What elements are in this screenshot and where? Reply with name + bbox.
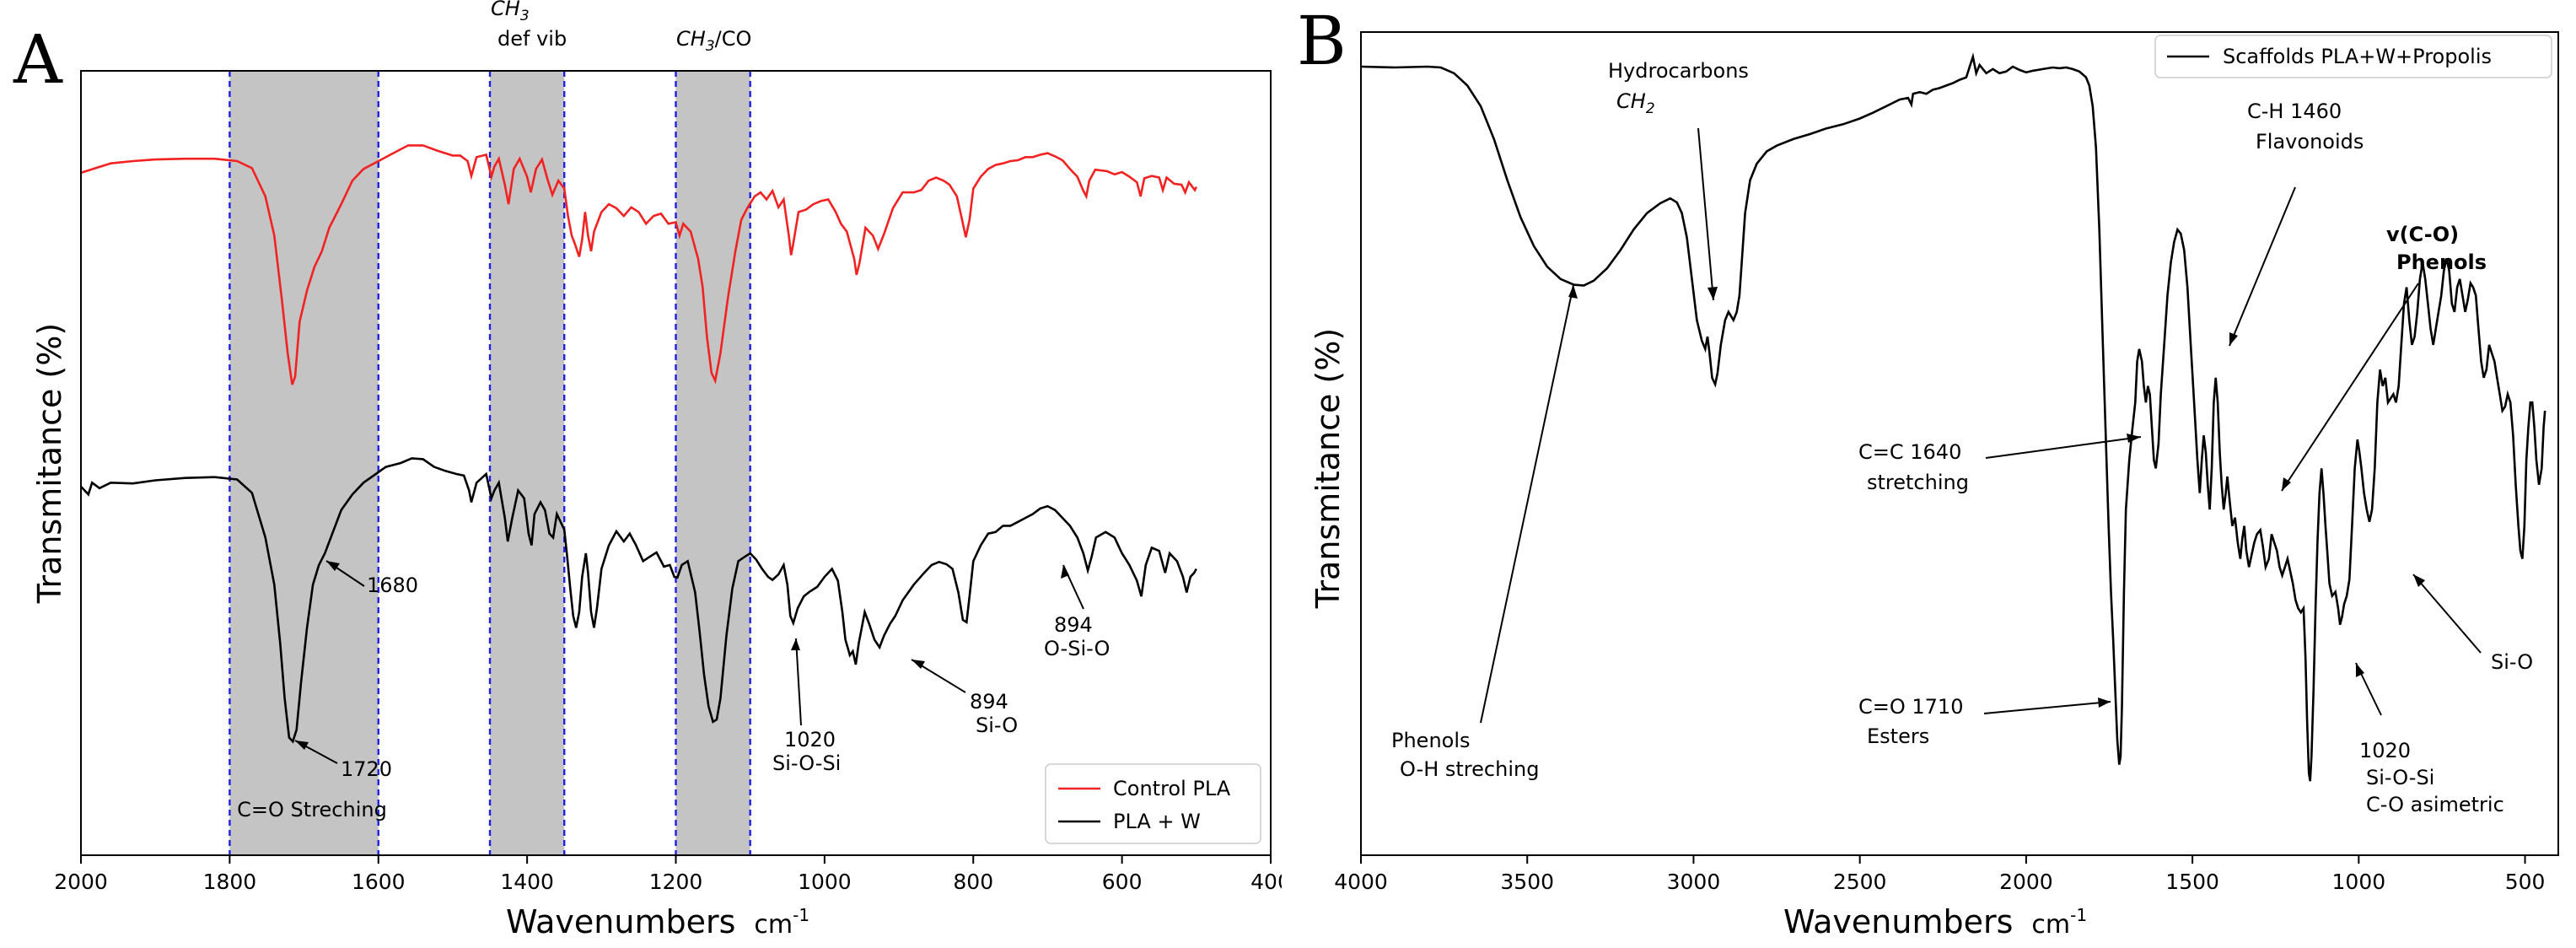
y-axis-title-a: Transmitance (%) bbox=[31, 323, 68, 604]
legend-label-control-pla: Control PLA bbox=[1113, 777, 1231, 800]
x-tick-label: 3000 bbox=[1667, 870, 1721, 894]
scaffolds-pla-w-propolis-line bbox=[1361, 52, 2546, 782]
annotation-894-si-o: 894 bbox=[970, 690, 1008, 714]
legend-label-pla-w: PLA + W bbox=[1113, 810, 1201, 833]
x-tick-label: 2000 bbox=[54, 870, 108, 894]
x-axis-title-a: Wavenumbers cm-1 bbox=[506, 903, 809, 940]
annotation-cc-1640: C=C 1640 bbox=[1858, 440, 1961, 464]
band-label-co-streching: C=O Streching bbox=[237, 798, 387, 821]
x-tick-label: 400 bbox=[1250, 870, 1282, 894]
x-axis-title-b: Wavenumbers cm-1 bbox=[1783, 903, 2087, 940]
x-tick-label: 1400 bbox=[500, 870, 554, 894]
band-label-ch3-co: CH3/CO bbox=[676, 27, 751, 55]
band-label-def-vib: def vib bbox=[497, 27, 567, 51]
x-tick-label: 2000 bbox=[1999, 870, 2053, 894]
x-axis-ticks-b: 4000 3500 3000 2500 2000 1500 1000 500 bbox=[1334, 855, 2545, 894]
x-axis-ticks-a: 2000 1800 1600 1400 1200 1000 800 600 400 bbox=[54, 855, 1282, 894]
annotation-o-si-o: O-Si-O bbox=[1044, 637, 1110, 660]
annotation-894-o-si-o: 894 bbox=[1054, 613, 1093, 637]
x-tick-label: 1000 bbox=[798, 870, 852, 894]
annotation-hydrocarbons: Hydrocarbons bbox=[1608, 59, 1749, 83]
annotation-oh-streching: O-H streching bbox=[1400, 757, 1539, 781]
legend-b: Scaffolds PLA+W+Propolis bbox=[2154, 35, 2552, 78]
annotation-si-o-si-b: Si-O-Si bbox=[2366, 766, 2434, 789]
x-tick-label: 3500 bbox=[1500, 870, 1554, 894]
annotation-stretching: stretching bbox=[1867, 471, 1969, 494]
annotations-b bbox=[1480, 127, 2482, 724]
x-tick-label: 1800 bbox=[203, 870, 257, 894]
x-tick-label: 4000 bbox=[1334, 870, 1388, 894]
annotation-phenols-b: Phenols bbox=[2396, 250, 2487, 274]
annotation-phenols: Phenols bbox=[1391, 729, 1471, 752]
x-tick-label: 500 bbox=[2505, 870, 2546, 894]
x-tick-label: 1600 bbox=[352, 870, 406, 894]
annotation-arrowheads-a bbox=[295, 561, 1069, 750]
annotation-1020: 1020 bbox=[784, 728, 836, 751]
annotation-si-o: Si-O bbox=[976, 714, 1018, 737]
legend-a: Control PLA PLA + W bbox=[1045, 763, 1261, 844]
x-tick-label: 1500 bbox=[2165, 870, 2219, 894]
annotation-1720: 1720 bbox=[341, 757, 392, 781]
chart-panel-a: A 2000 1800 1600 1400 1200 1000 800 600 400 C=O … bbox=[13, 0, 1282, 940]
y-axis-title-b: Transmitance (%) bbox=[1310, 328, 1347, 609]
highlight-band bbox=[490, 71, 565, 855]
highlight-band bbox=[229, 71, 379, 855]
annotation-flavonoids: Flavonoids bbox=[2256, 130, 2364, 154]
pla-w-line bbox=[81, 457, 1197, 744]
x-tick-label: 800 bbox=[953, 870, 993, 894]
chart-panel-b: B 4000 3500 3000 2500 2000 1500 1000 500 Hydroc… bbox=[1297, 2, 2559, 940]
annotation-si-o-b: Si-O bbox=[2491, 650, 2533, 674]
annotation-co-1710: C=O 1710 bbox=[1858, 695, 1963, 719]
highlight-band bbox=[675, 71, 750, 855]
x-tick-label: 1200 bbox=[649, 870, 703, 894]
x-tick-label: 600 bbox=[1102, 870, 1143, 894]
control-pla-line bbox=[81, 144, 1197, 385]
plot-frame-b bbox=[1360, 31, 2559, 856]
panel-a-letter: A bbox=[13, 20, 63, 99]
legend-label-scaffolds: Scaffolds PLA+W+Propolis bbox=[2223, 45, 2492, 68]
band-label-ch3-main: CH3 bbox=[491, 0, 530, 24]
annotation-si-o-si: Si-O-Si bbox=[772, 751, 841, 775]
x-tick-label: 1000 bbox=[2332, 870, 2386, 894]
annotation-co-asimetric: C-O asimetric bbox=[2366, 793, 2504, 816]
annotation-v-co: v(C-O) bbox=[2386, 223, 2459, 246]
panel-b-letter: B bbox=[1297, 2, 1347, 80]
x-tick-label: 2500 bbox=[1833, 870, 1887, 894]
annotation-ch-1460: C-H 1460 bbox=[2247, 100, 2342, 123]
annotation-1020-b: 1020 bbox=[2359, 739, 2411, 762]
annotation-ch2: CH2 bbox=[1616, 89, 1655, 117]
annotation-arrowheads-b bbox=[1568, 285, 2425, 708]
annotation-1680: 1680 bbox=[367, 574, 418, 597]
highlight-bands bbox=[229, 71, 751, 855]
annotation-esters: Esters bbox=[1867, 724, 1929, 748]
